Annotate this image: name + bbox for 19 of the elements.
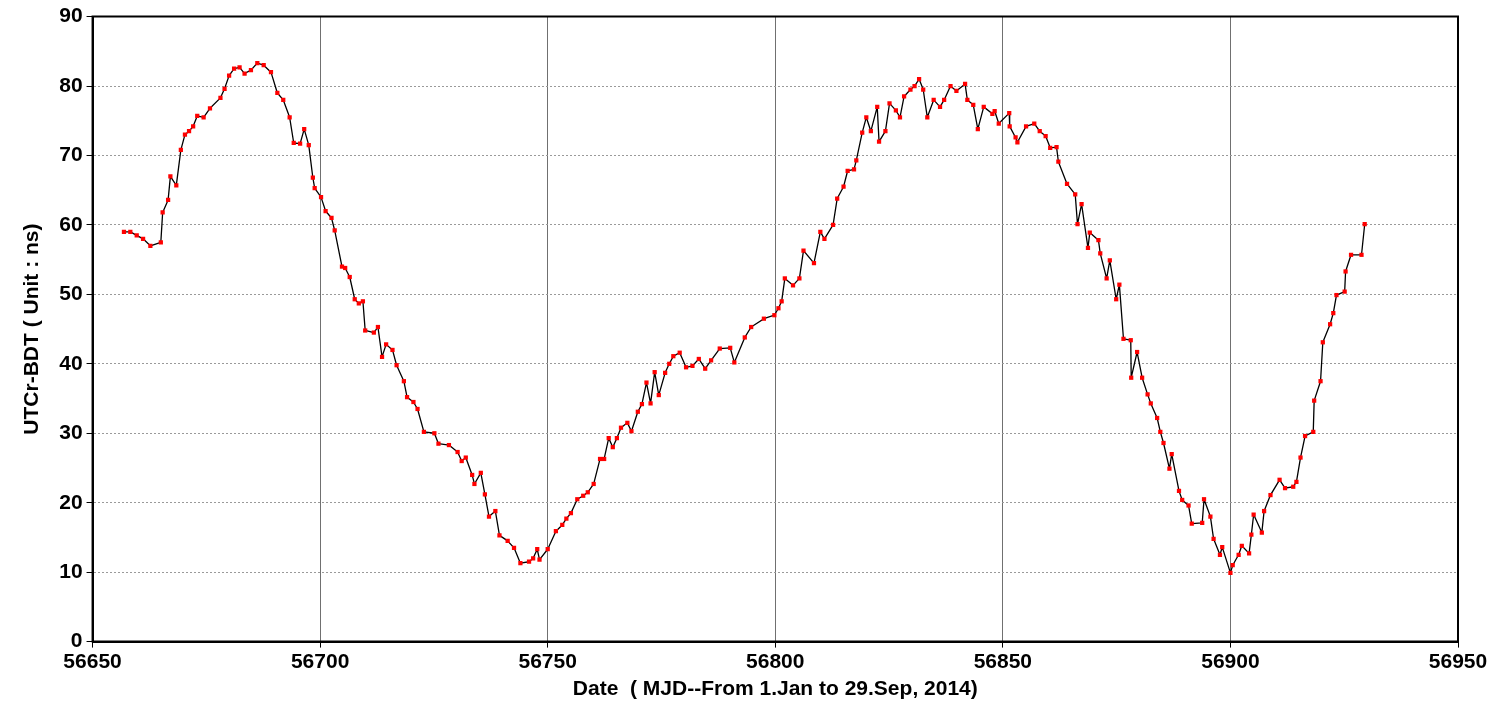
x-tick-label: 56850 [973, 649, 1033, 672]
x-tick-label: 56750 [518, 649, 577, 672]
y-tick-label: 10 [59, 558, 83, 582]
y-axis-title: UTCr-BDT ( Unit : ns) [19, 223, 43, 435]
y-tick-label: 80 [59, 72, 83, 96]
y-tick-label: 70 [59, 142, 83, 166]
y-tick-label: 20 [59, 489, 83, 513]
x-axis-title: Date ( MJD--From 1.Jan to 29.Sep, 2014) [572, 676, 978, 700]
x-tick-label: 56800 [746, 649, 805, 672]
y-tick-label: 60 [59, 211, 83, 235]
x-tick-label: 56700 [290, 649, 350, 672]
x-tick-label: 56900 [1201, 649, 1260, 672]
y-tick-label: 90 [59, 3, 83, 27]
y-tick-label: 40 [59, 350, 83, 374]
x-tick-label: 56650 [63, 649, 122, 672]
y-tick-label: 50 [59, 281, 83, 305]
x-tick-label: 56950 [1428, 649, 1488, 672]
y-tick-label: 30 [59, 420, 83, 444]
y-tick-label: 0 [70, 628, 83, 652]
